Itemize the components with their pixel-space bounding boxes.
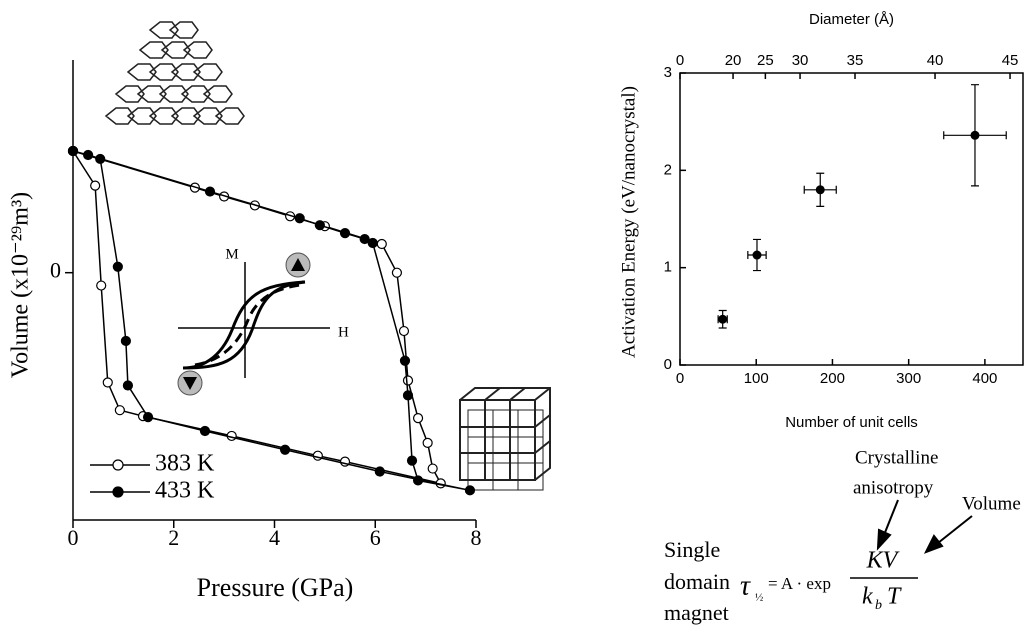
data-point (102, 377, 113, 388)
data-point (95, 153, 106, 165)
x-tick-label: 0 (68, 525, 79, 550)
x-tick-label: 400 (972, 370, 997, 387)
data-point (970, 130, 980, 140)
data-point (402, 390, 414, 401)
data-point (406, 455, 418, 466)
x-axis-label: Number of unit cells (785, 414, 918, 431)
data-point (339, 228, 351, 239)
plot-frame (679, 72, 1024, 366)
data-point (391, 267, 403, 278)
x2-tick-label: 35 (847, 52, 864, 69)
x-tick-label: 4 (269, 525, 280, 550)
data-point (279, 444, 291, 455)
data-point (402, 375, 414, 386)
data-point (427, 463, 438, 474)
data-point (815, 185, 825, 195)
x-tick-label: 200 (820, 370, 845, 387)
arrows (876, 499, 973, 554)
x2-tick-label: 40 (927, 52, 944, 69)
data-point (96, 280, 107, 291)
data-point (114, 405, 125, 416)
data-point (752, 250, 762, 260)
y-tick-label: 1 (664, 259, 672, 276)
legend-label: 433 K (155, 478, 215, 504)
equation-denominator: T (887, 584, 902, 610)
data-point (412, 413, 424, 424)
equation-lead: magnet (664, 600, 729, 625)
x2-axis-label: Diameter (Å) (809, 11, 894, 28)
data-point (376, 238, 387, 250)
x-tick-label: 100 (744, 370, 769, 387)
series-line (72, 150, 471, 492)
annotation: Volume (962, 493, 1021, 514)
x2-tick-label: 20 (725, 52, 742, 69)
y-axis-label: Volume (x10⁻²⁹m³) (8, 192, 34, 378)
data-point (204, 186, 216, 197)
legend-marker (112, 486, 124, 498)
equation-lead: Single (664, 537, 720, 562)
inset-label: H (338, 324, 349, 340)
data-point (142, 412, 154, 423)
data-point (90, 180, 101, 191)
data-point (294, 213, 305, 224)
data-point (464, 485, 476, 496)
x-tick-label: 8 (471, 525, 482, 550)
y-tick-label: 0 (50, 258, 61, 283)
data-point (374, 466, 385, 477)
data-point (718, 314, 728, 324)
x-tick-label: 2 (168, 525, 179, 550)
data-point (367, 237, 378, 249)
y-tick-label: 2 (664, 161, 672, 178)
data-point (359, 233, 370, 245)
y-tick-label: 3 (664, 64, 672, 81)
data-point (312, 450, 323, 461)
annotation: Crystalline (855, 447, 938, 468)
equation-lhs: τ (740, 570, 751, 601)
data-point (314, 220, 325, 231)
legend-marker (112, 459, 124, 471)
equation-rhs: = A · exp (768, 574, 831, 593)
x-tick-label: 300 (896, 370, 921, 387)
inset-label: M (225, 246, 238, 262)
inset-loop-dashed (194, 283, 301, 367)
equation-lhs-sub: ½ (755, 592, 763, 604)
x2-tick-label: 30 (792, 52, 809, 69)
data-point (122, 380, 134, 391)
y-tick-label: 0 (664, 356, 672, 373)
data-point (112, 261, 123, 272)
equation-denominator-sub: b (875, 598, 882, 613)
data-point (399, 355, 411, 366)
hysteresis-inset (177, 252, 330, 396)
legend-label: 383 K (155, 451, 215, 477)
equation-lead: domain (664, 569, 730, 594)
data-point (199, 425, 211, 437)
data-point (422, 437, 433, 448)
x2-tick-label: 45 (1002, 52, 1019, 69)
x2-tick-label: 25 (757, 52, 774, 69)
data-point (83, 149, 94, 161)
x-tick-label: 0 (676, 370, 684, 387)
equation-denominator: k (862, 584, 873, 610)
x-axis-label: Pressure (GPa) (197, 573, 354, 602)
x-tick-label: 6 (370, 525, 381, 550)
data-point (67, 145, 79, 157)
hex-crystal-icon (104, 21, 245, 125)
inset-loop (182, 280, 306, 370)
data-point (120, 335, 131, 347)
y-axis-label: Activation Energy (eV/nanocrystal) (618, 86, 639, 358)
data-point (398, 325, 410, 337)
x2-tick-label: 0 (676, 52, 684, 69)
equation-numerator: KV (866, 548, 900, 574)
data-point (412, 475, 424, 486)
annotation: anisotropy (853, 477, 934, 498)
cubic-crystal-icon (459, 387, 551, 491)
